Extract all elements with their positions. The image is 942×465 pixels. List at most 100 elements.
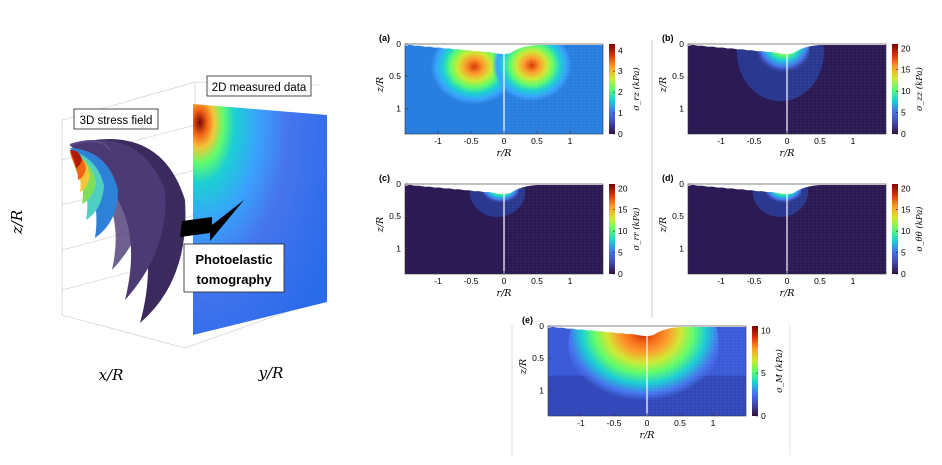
y-tick-label: 0 <box>679 179 684 189</box>
colorbar-tick-label: 15 <box>618 205 628 215</box>
schematic-3d: 2D measured data 3D stress field Photoel… <box>8 75 327 384</box>
x-tick-label: -1 <box>717 136 725 146</box>
colorbar-tick-label: 0 <box>901 129 906 139</box>
colorbar <box>892 184 898 274</box>
colorbar <box>752 326 758 416</box>
tomography-arrow <box>180 200 244 241</box>
x-tick-label: 0 <box>502 136 507 146</box>
colorbar-tick-label: 15 <box>901 65 911 75</box>
x-axis-label: r/R <box>780 288 795 299</box>
panel-tag: (a) <box>379 33 390 43</box>
colorbar-tick-label: 3 <box>618 66 623 76</box>
y-tick-label: 0.5 <box>672 211 684 221</box>
y-axis-label: z/R <box>658 77 669 93</box>
colorbar-tick-label: 0 <box>618 129 623 139</box>
label-2d: 2D measured data <box>212 82 307 94</box>
y-tick-label: 0 <box>539 321 544 331</box>
colorbar-tick-label: 20 <box>901 43 911 53</box>
x-tick-label: 0.5 <box>674 418 686 428</box>
method-label-box <box>183 243 285 293</box>
x-tick-label: -1 <box>434 136 442 146</box>
x-tick-label: 0.5 <box>531 276 543 286</box>
x-tick-label: 0 <box>645 418 650 428</box>
colorbar-tick-label: 20 <box>901 183 911 193</box>
x-tick-label: -0.5 <box>464 276 479 286</box>
x-tick-label: -0.5 <box>747 136 762 146</box>
x-tick-label: 1 <box>568 136 573 146</box>
colorbar-tick-label: 5 <box>901 108 906 118</box>
x-tick-label: -0.5 <box>747 276 762 286</box>
y-tick-label: 0 <box>679 39 684 49</box>
colorbar-label: σ_rz (kPa) <box>631 67 642 110</box>
panel-tag: (c) <box>379 173 390 183</box>
x-tick-label: -1 <box>577 418 585 428</box>
y-tick-label: 1 <box>539 385 544 395</box>
colorbar-tick-label: 5 <box>901 248 906 258</box>
axis-label-z: z/R <box>8 210 26 235</box>
x-tick-label: 0 <box>785 136 790 146</box>
x-tick-label: 1 <box>851 276 856 286</box>
colorbar <box>609 184 615 274</box>
measured-data-wall <box>193 104 327 335</box>
colorbar-tick-label: 20 <box>618 183 628 193</box>
y-axis-label: z/R <box>375 217 386 233</box>
y-tick-label: 0 <box>396 39 401 49</box>
y-tick-label: 1 <box>679 103 684 113</box>
axis-label-x: x/R <box>99 366 124 384</box>
axis-label-y: y/R <box>258 364 284 382</box>
x-tick-label: 1 <box>711 418 716 428</box>
colorbar-tick-label: 1 <box>618 108 623 118</box>
colorbar-tick-label: 5 <box>761 368 766 378</box>
y-tick-label: 0.5 <box>532 353 544 363</box>
panel-tag: (b) <box>662 33 674 43</box>
x-tick-label: 0.5 <box>814 136 826 146</box>
colorbar-label: σ_rr (kPa) <box>631 207 642 250</box>
label-3d: 3D stress field <box>80 115 153 127</box>
method-line2: tomography <box>196 272 272 287</box>
x-tick-label: 0.5 <box>814 276 826 286</box>
colorbar <box>892 44 898 134</box>
colorbar-tick-label: 10 <box>761 325 771 335</box>
colorbar-tick-label: 15 <box>901 205 911 215</box>
x-tick-label: 1 <box>568 276 573 286</box>
colorbar-tick-label: 0 <box>761 411 766 421</box>
x-tick-label: -1 <box>717 276 725 286</box>
x-tick-label: -0.5 <box>607 418 622 428</box>
colorbar <box>609 44 615 134</box>
panel-tag: (d) <box>662 173 674 183</box>
x-tick-label: -1 <box>434 276 442 286</box>
y-tick-label: 1 <box>396 103 401 113</box>
label-2d-box <box>206 75 312 97</box>
y-axis-label: z/R <box>518 359 529 375</box>
x-tick-label: -0.5 <box>464 136 479 146</box>
y-tick-label: 0 <box>396 179 401 189</box>
x-tick-label: 0 <box>785 276 790 286</box>
colorbar-tick-label: 0 <box>618 269 623 279</box>
colorbar-tick-label: 4 <box>618 45 623 55</box>
stress-fan <box>69 139 186 323</box>
y-tick-label: 1 <box>679 243 684 253</box>
colorbar-tick-label: 0 <box>901 269 906 279</box>
x-axis-label: r/R <box>780 148 795 159</box>
colorbar-tick-label: 2 <box>618 87 623 97</box>
colorbar-label: σ_zz (kPa) <box>914 67 925 111</box>
y-tick-label: 0.5 <box>389 71 401 81</box>
x-tick-label: 1 <box>851 136 856 146</box>
y-tick-label: 0.5 <box>672 71 684 81</box>
colorbar-tick-label: 10 <box>901 86 911 96</box>
x-tick-label: 0.5 <box>531 136 543 146</box>
colorbar-tick-label: 10 <box>618 226 628 236</box>
x-tick-label: 0 <box>502 276 507 286</box>
x-axis-label: r/R <box>497 288 512 299</box>
y-tick-label: 0.5 <box>389 211 401 221</box>
method-line1: Photoelastic <box>195 252 272 267</box>
panel-tag: (e) <box>522 315 533 325</box>
colorbar-tick-label: 5 <box>618 248 623 258</box>
colorbar-label: σ_M (kPa) <box>774 349 785 393</box>
x-axis-label: r/R <box>640 430 655 441</box>
